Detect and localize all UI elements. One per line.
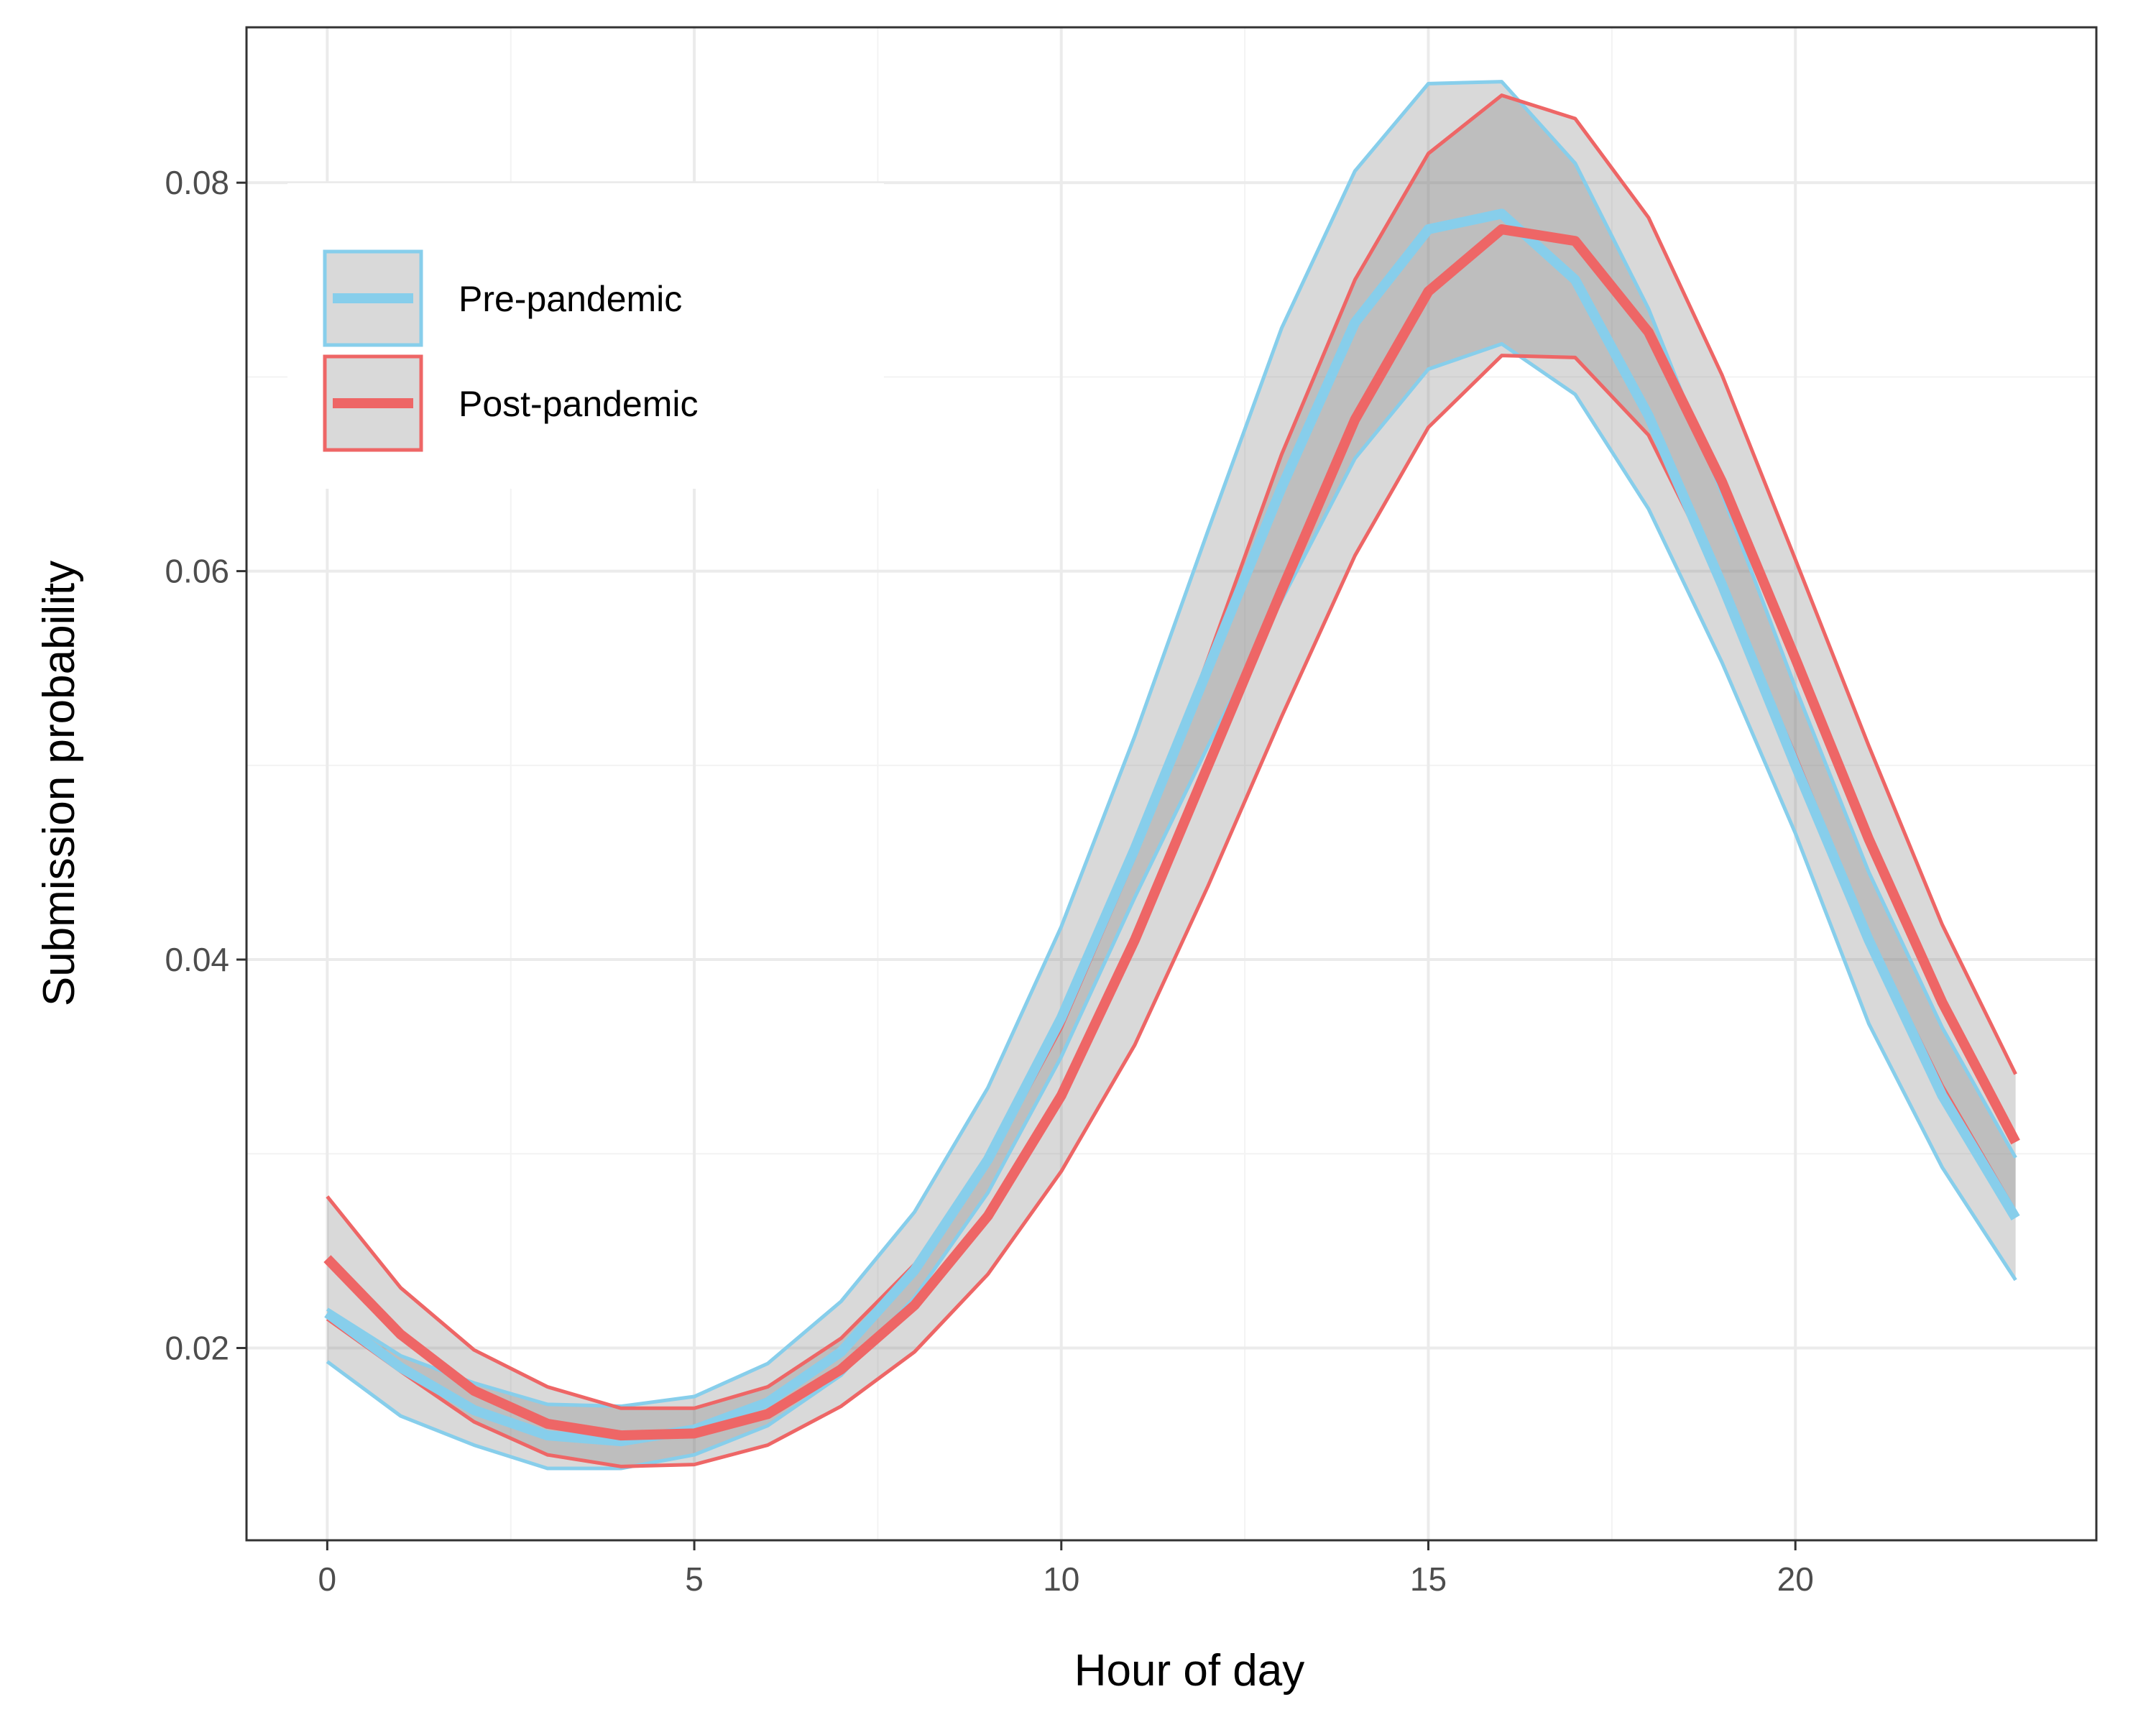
plot-border xyxy=(245,26,2098,1542)
y-tick-label: 0.08 xyxy=(165,164,229,201)
x-tick-label: 0 xyxy=(318,1560,337,1598)
legend: Pre-pandemic Post-pandemic xyxy=(287,183,884,489)
x-tick-label: 5 xyxy=(685,1560,704,1598)
x-tick-label: 15 xyxy=(1410,1560,1447,1598)
series-lines xyxy=(323,208,2020,1447)
line-post-pandemic xyxy=(323,224,2020,1441)
band-pre-pandemic xyxy=(327,81,2016,1469)
y-axis: 0.02 0.04 0.06 0.08 xyxy=(165,164,247,1366)
band-post-pandemic xyxy=(327,95,2016,1467)
band-edge-lower-pre-pandemic xyxy=(326,341,2017,1471)
x-axis-title: Hour of day xyxy=(1074,1646,1305,1696)
y-tick-label: 0.06 xyxy=(165,553,229,590)
x-tick-label: 20 xyxy=(1777,1560,1814,1598)
y-tick-label: 0.02 xyxy=(165,1329,229,1366)
y-tick-label: 0.04 xyxy=(165,941,229,978)
line-pre-pandemic xyxy=(324,208,2020,1447)
legend-label-pre-pandemic: Pre-pandemic xyxy=(459,279,682,319)
x-tick-label: 10 xyxy=(1043,1560,1079,1598)
x-axis: 0 5 10 15 20 xyxy=(318,1540,1814,1598)
legend-label-post-pandemic: Post-pandemic xyxy=(459,384,699,424)
y-axis-title: Submission probability xyxy=(34,561,84,1006)
